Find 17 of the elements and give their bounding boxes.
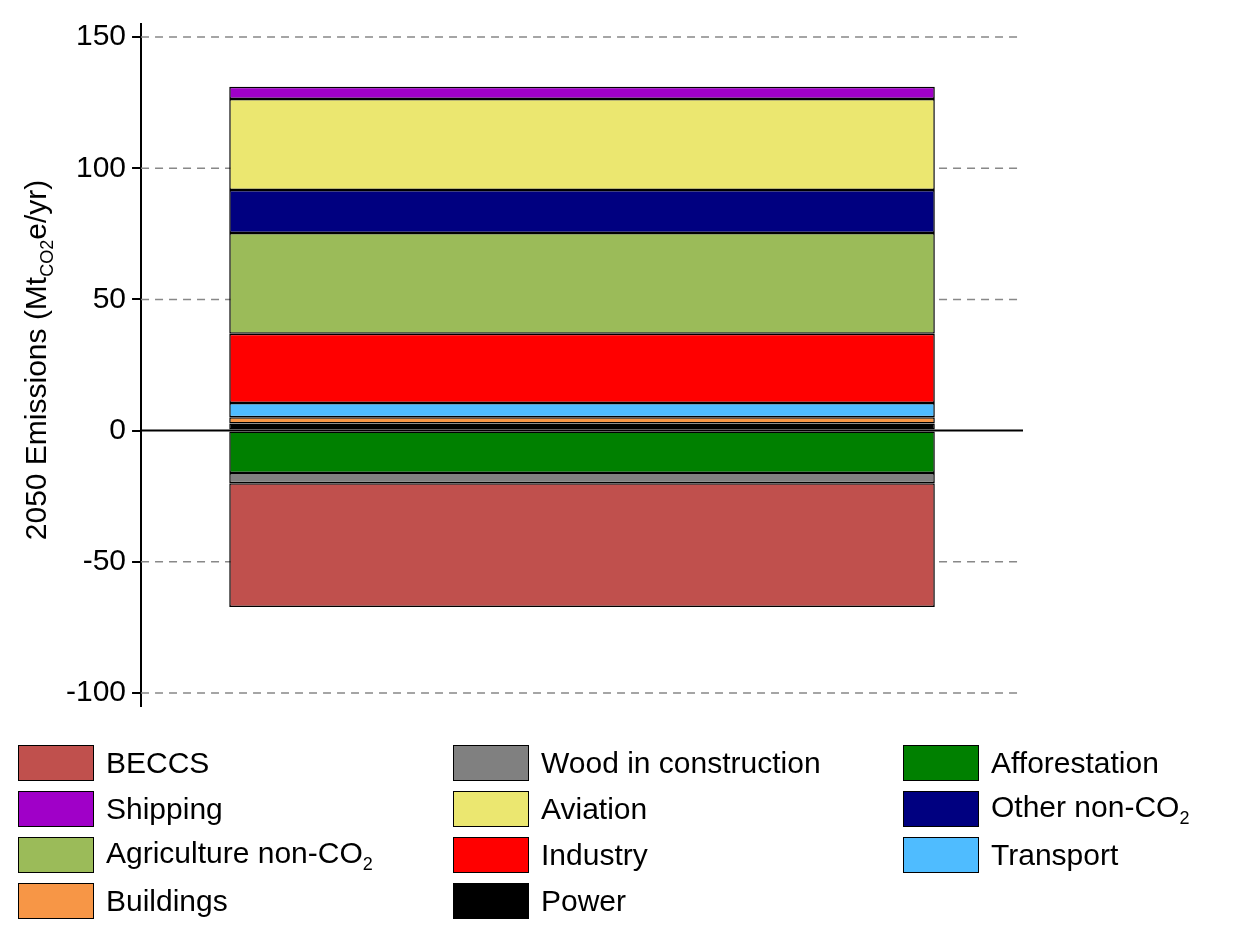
y-tick-label: 50 <box>92 280 127 314</box>
legend-label: Industry <box>541 838 648 871</box>
legend-label: Buildings <box>106 884 228 917</box>
y-tick-label: 0 <box>109 411 127 445</box>
legend-label: Wood in construction <box>541 746 821 779</box>
legend-label: Transport <box>991 838 1119 871</box>
legend-label: Aviation <box>541 792 648 825</box>
y-tick-label: 100 <box>75 149 127 183</box>
y-tick-label: -100 <box>66 674 127 708</box>
legend-label: Power <box>541 884 627 917</box>
legend-label: Other non-CO$_{2}$ <box>991 789 1190 828</box>
y-tick-label: 150 <box>75 18 127 52</box>
legend-label: BECCS <box>106 746 210 779</box>
legend-label: Shipping <box>106 792 223 825</box>
legend-label: Afforestation <box>991 746 1159 779</box>
y-tick-label: -50 <box>82 543 127 576</box>
legend-label: Agriculture non-CO$_{2}$ <box>106 835 373 874</box>
